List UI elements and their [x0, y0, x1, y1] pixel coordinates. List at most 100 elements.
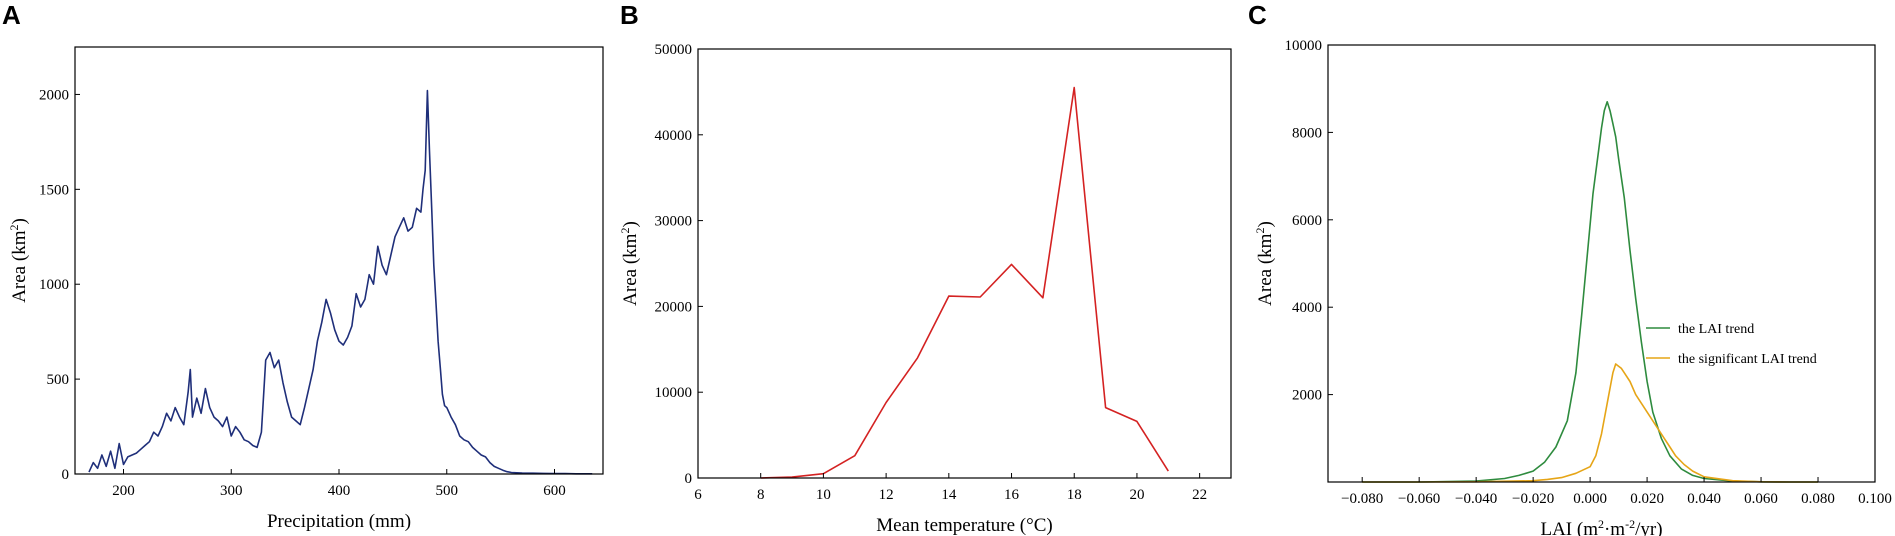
y-tick-label-c: 2000: [1292, 388, 1322, 404]
x-axis-label-a: Precipitation (mm): [267, 511, 411, 532]
y-axis-label-b-part: ): [620, 221, 641, 227]
x-tick-label-a-part: 500: [436, 483, 459, 499]
x-tick-label-b-part: 14: [941, 487, 957, 503]
panel-letter-c: C: [1248, 0, 1267, 30]
y-tick-label-c-part: 6000: [1292, 213, 1322, 229]
x-tick-label-b-part: 16: [1004, 487, 1020, 503]
x-tick-label-b: 10: [816, 487, 831, 503]
y-tick-label-a-part: 0: [62, 467, 70, 483]
x-axis-label-c: LAI (m2·m-2/yr): [1540, 517, 1662, 536]
x-tick-label-a-part: 400: [328, 483, 351, 499]
y-tick-label-a: 500: [47, 372, 70, 388]
panel-c: −0.080 −0.060 −0.040 −0.020 0.000 0.020 0.040 0…: [1253, 38, 1892, 536]
x-tick-label-b: 20: [1129, 487, 1144, 503]
y-axis-label-a-part: Area (km: [9, 230, 30, 302]
x-tick-label-b: 14: [941, 487, 957, 503]
x-tick-label-a-part: 600: [543, 483, 566, 499]
y-tick-label-a-part: 2000: [39, 87, 69, 103]
y-tick-label-c-part: 2000: [1292, 388, 1322, 404]
x-tick-label-a-part: 200: [112, 483, 135, 499]
series-line-c-0: [1362, 101, 1818, 483]
series-line-a-0: [88, 89, 593, 475]
legend-label-0: the LAI trend: [1678, 322, 1754, 337]
plot-frame-c: [1327, 44, 1876, 483]
x-tick-label-a: 400: [328, 483, 351, 499]
x-axis-label-c-part: -2: [1625, 517, 1635, 531]
y-tick-label-b: 10000: [655, 385, 693, 401]
x-tick-label-b-part: 20: [1129, 487, 1144, 503]
x-tick-label-c-part: −0.080: [1341, 491, 1383, 507]
y-tick-label-c-part: 4000: [1292, 300, 1322, 316]
x-tick-label-a: 500: [436, 483, 459, 499]
y-tick-label-b-part: 40000: [655, 128, 693, 144]
plot-frame-b: [697, 48, 1232, 479]
y-axis-label-a: Area (km2): [7, 218, 30, 303]
panel-letter-a: A: [2, 0, 21, 30]
x-tick-label-c: −0.080: [1341, 491, 1383, 507]
y-tick-label-b: 0: [685, 471, 693, 487]
y-tick-label-a-part: 1500: [39, 182, 69, 198]
x-tick-label-c: 0.000: [1573, 491, 1607, 507]
x-tick-label-a: 200: [112, 483, 135, 499]
y-tick-label-c-part: 8000: [1292, 125, 1322, 141]
y-tick-label-c: 4000: [1292, 300, 1322, 316]
x-tick-label-c: 0.100: [1858, 491, 1892, 507]
x-tick-label-b-part: 12: [879, 487, 894, 503]
y-tick-label-c: 8000: [1292, 125, 1322, 141]
y-tick-label-b-part: 0: [685, 471, 693, 487]
x-axis-label-c-part: ·m: [1604, 519, 1625, 536]
plot-frame-a: [74, 46, 604, 475]
x-tick-label-c: 0.040: [1687, 491, 1721, 507]
series-line-c-1: [1362, 363, 1818, 483]
y-tick-label-b-part: 10000: [655, 385, 693, 401]
x-tick-label-b: 6: [694, 487, 702, 503]
x-tick-label-b: 18: [1067, 487, 1082, 503]
y-tick-label-b: 50000: [655, 42, 693, 58]
x-tick-label-a: 300: [220, 483, 243, 499]
y-tick-label-b-part: 50000: [655, 42, 693, 58]
legend-label-0-part: the LAI trend: [1678, 322, 1754, 337]
y-axis-label-a-part: ): [9, 218, 30, 224]
x-tick-label-b-part: 22: [1192, 487, 1207, 503]
x-axis-label-c-part: LAI (m: [1540, 519, 1598, 536]
x-tick-label-c-part: −0.020: [1512, 491, 1554, 507]
y-axis-label-c-part: ): [1255, 221, 1276, 227]
x-tick-label-c-part: −0.040: [1455, 491, 1497, 507]
y-tick-label-b-part: 30000: [655, 214, 693, 230]
y-tick-label-a: 1000: [39, 277, 69, 293]
panel-a: 200 300 400 500 600 0 500 1000 1500 2000 Precipita…: [7, 46, 604, 532]
y-axis-label-c: Area (km2): [1253, 221, 1276, 306]
x-tick-label-b-part: 8: [757, 487, 765, 503]
y-axis-label-b-part: 2: [618, 228, 632, 234]
legend-label-1-part: the significant LAI trend: [1678, 352, 1817, 367]
y-tick-label-a: 0: [62, 467, 70, 483]
y-tick-label-c: 6000: [1292, 213, 1322, 229]
x-tick-label-b: 22: [1192, 487, 1207, 503]
y-axis-label-b-part: Area (km: [620, 233, 641, 305]
x-tick-label-a: 600: [543, 483, 566, 499]
y-tick-label-a: 1500: [39, 182, 69, 198]
x-tick-label-a-part: 300: [220, 483, 243, 499]
x-tick-label-b: 16: [1004, 487, 1020, 503]
x-axis-label-c-part: 2: [1598, 517, 1604, 531]
x-tick-label-c-part: −0.060: [1398, 491, 1440, 507]
x-tick-label-c: −0.040: [1455, 491, 1497, 507]
x-tick-label-b: 12: [879, 487, 894, 503]
legend-label-1: the significant LAI trend: [1678, 352, 1817, 367]
x-tick-label-c-part: 0.020: [1630, 491, 1664, 507]
x-tick-label-c-part: 0.000: [1573, 491, 1607, 507]
y-tick-label-b-part: 20000: [655, 299, 693, 315]
y-tick-label-a-part: 1000: [39, 277, 69, 293]
x-axis-label-c-part: /yr): [1635, 519, 1662, 536]
x-tick-label-b-part: 6: [694, 487, 702, 503]
x-tick-label-c-part: 0.080: [1801, 491, 1835, 507]
y-axis-label-b: Area (km2): [618, 221, 641, 306]
x-tick-label-c: −0.020: [1512, 491, 1554, 507]
x-tick-label-c-part: 0.040: [1687, 491, 1721, 507]
y-tick-label-c-part: 10000: [1285, 38, 1323, 54]
x-axis-label-a-part: Precipitation (mm): [267, 511, 411, 532]
y-tick-label-b: 40000: [655, 128, 693, 144]
x-tick-label-c: 0.060: [1744, 491, 1778, 507]
series-line-b-0: [760, 86, 1169, 479]
